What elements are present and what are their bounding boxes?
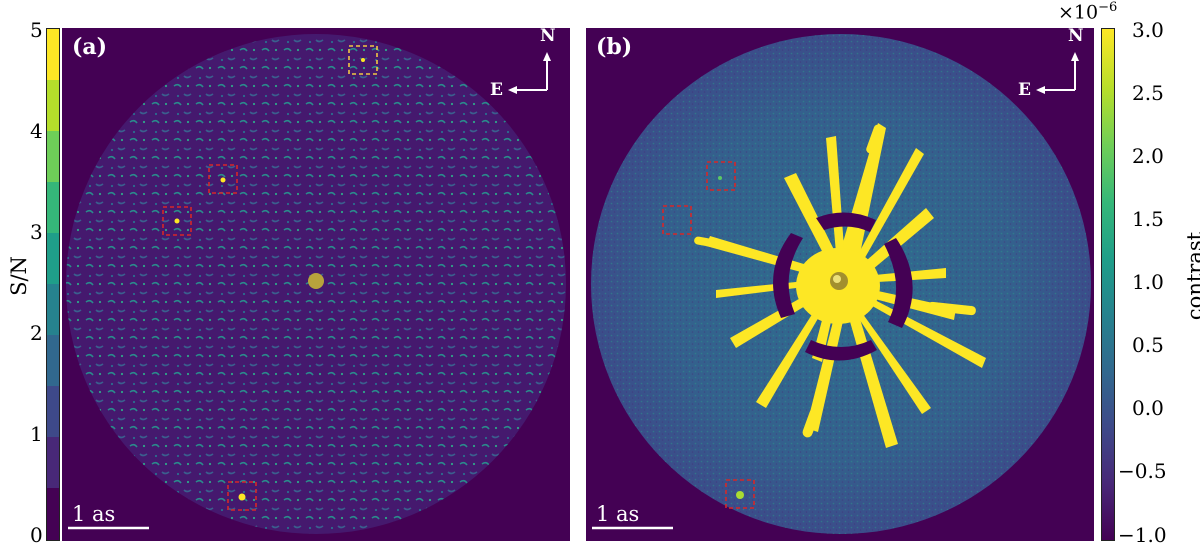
contrast-map-image: [586, 28, 1094, 541]
contrast-tick-0.0: 0.0: [1132, 396, 1164, 420]
compass-arrows: [508, 52, 551, 94]
contrast-colorbar: [1101, 28, 1115, 541]
scale-bar-label: 1 as: [72, 502, 116, 526]
contrast-multiplier-exponent: −6: [1098, 0, 1118, 15]
contrast-colorbar-title: contrast: [1183, 231, 1200, 321]
contrast-multiplier-base: ×10: [1058, 1, 1099, 24]
contrast-tick-2.5: 2.5: [1132, 81, 1164, 105]
snr-tick-1: 1: [30, 422, 43, 446]
contrast-map-panel: (b) N E 1 as: [586, 26, 1094, 541]
contrast-tick-3.0: 3.0: [1132, 18, 1164, 42]
snr-tick-2: 2: [30, 321, 43, 345]
planet-box-3: [725, 479, 755, 509]
compass-north-label: N: [1068, 26, 1084, 46]
contrast-tick-2.0: 2.0: [1132, 144, 1164, 168]
snr-map-image: [62, 28, 570, 541]
contrast-tick-1.5: 1.5: [1132, 207, 1164, 231]
snr-tick-3: 3: [30, 220, 43, 244]
contrast-multiplier: ×10−6: [1058, 0, 1117, 23]
planet-box-2: [162, 206, 192, 236]
snr-colorbar-ticks: 5 4 3 2 1 0: [26, 18, 48, 547]
planet-box-2: [662, 205, 692, 235]
planet-box-3: [227, 481, 257, 511]
candidate-box-yellow: [348, 45, 378, 75]
contrast-tick-neg0.5: −0.5: [1118, 459, 1167, 483]
snr-colorbar: [46, 28, 60, 541]
compass-east-label: E: [490, 80, 503, 100]
snr-tick-0: 0: [30, 523, 43, 547]
snr-tick-4: 4: [30, 119, 43, 143]
compass-north-label: N: [540, 26, 556, 46]
contrast-tick-neg1.0: −1.0: [1118, 523, 1167, 547]
planet-box-1: [208, 164, 238, 194]
contrast-colorbar-ticks: 3.0 2.5 2.0 1.5 1.0 0.5 0.0 −0.5 −1.0: [1118, 18, 1178, 547]
panel-label-b: (b): [596, 34, 633, 60]
contrast-tick-0.5: 0.5: [1132, 333, 1164, 357]
planet-box-1: [706, 161, 736, 191]
compass-east-label: E: [1018, 80, 1031, 100]
compass-arrows: [1036, 52, 1079, 94]
scale-bar-label: 1 as: [596, 502, 640, 526]
contrast-tick-1.0: 1.0: [1132, 270, 1164, 294]
panel-label-a: (a): [72, 34, 108, 60]
snr-map-panel: (a) N E 1 as: [62, 26, 570, 541]
snr-tick-5: 5: [30, 18, 43, 42]
